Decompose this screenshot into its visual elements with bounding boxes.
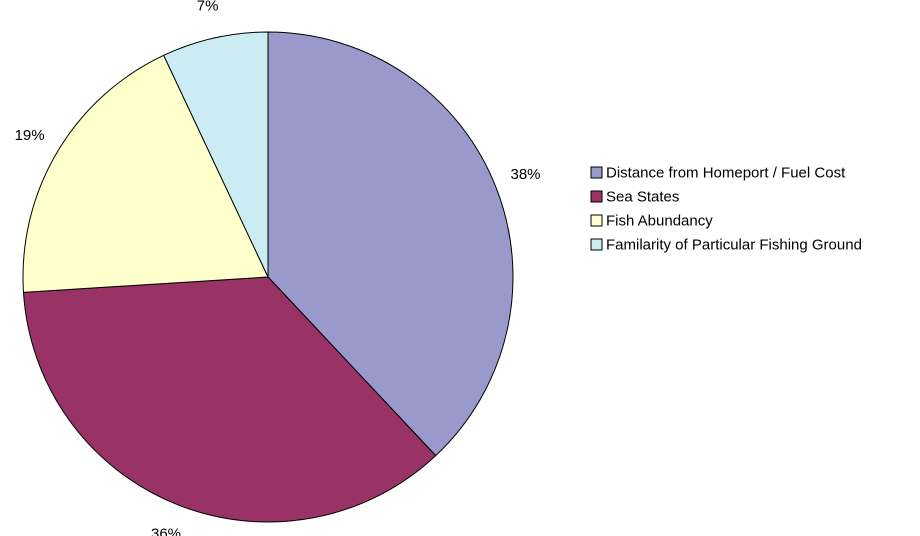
pie-percent-labels: 38% 36% 19% 7% — [15, 0, 541, 536]
slice-percent-label: 38% — [510, 166, 540, 183]
pie-slice — [267, 31, 514, 457]
pie-slices — [22, 31, 514, 523]
slice-percent-label: 36% — [151, 525, 181, 536]
legend-swatch — [590, 166, 603, 179]
slice-percent-label: 7% — [197, 0, 219, 15]
slice-percent-label: 19% — [15, 127, 45, 144]
legend-label: Distance from Homeport / Fuel Cost — [606, 164, 846, 181]
pie-slice — [22, 276, 437, 523]
legend-swatch — [590, 214, 603, 227]
legend-label: Sea States — [606, 188, 679, 205]
pie-slice — [22, 54, 269, 293]
pie-slice — [163, 31, 269, 278]
legend-label: Fish Abundancy — [606, 212, 713, 229]
legend-swatch — [590, 190, 603, 203]
legend: Distance from Homeport / Fuel Cost Sea St… — [590, 164, 862, 253]
legend-swatch — [590, 238, 603, 251]
legend-label: Familarity of Particular Fishing Ground — [606, 236, 862, 253]
